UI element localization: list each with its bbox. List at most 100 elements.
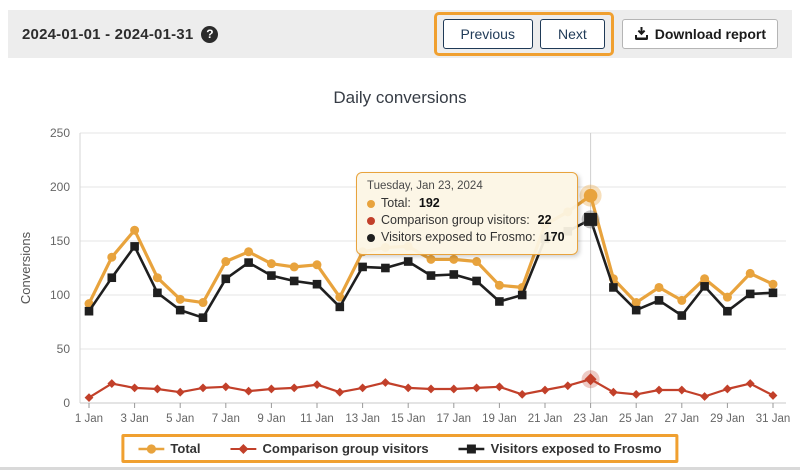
data-point [472,276,481,286]
date-range-label: 2024-01-01 - 2024-01-31 [22,25,194,43]
data-point [768,391,778,400]
data-point [267,271,276,280]
data-point [583,188,598,203]
tooltip-row-comparison: Comparison group visitors: 22 [367,212,567,229]
data-point [584,212,598,226]
data-point [267,384,276,394]
download-report-label: Download report [654,26,766,42]
panel-bottom-edge [0,467,800,470]
data-point [654,385,664,395]
y-tick-label: 200 [50,180,70,194]
data-point [221,274,231,284]
y-tick-label: 0 [63,396,70,410]
data-point [472,383,481,393]
data-point [768,288,778,298]
data-point [403,383,413,393]
legend-total-label: Total [170,441,201,456]
data-point [381,263,390,273]
data-point [654,296,664,305]
series-diamond [84,370,778,402]
tooltip-total-value: 192 [418,196,440,210]
legend-item-comparison[interactable]: Comparison group visitors [230,441,429,456]
x-tick-label: 23 Jan [573,413,608,425]
data-point [631,389,641,399]
data-point [358,383,367,393]
legend-comparison-label: Comparison group visitors [262,441,429,456]
data-point [449,270,459,279]
data-point [700,392,709,401]
data-point [631,298,641,308]
x-tick-label: 31 Jan [756,413,791,425]
data-point [84,306,94,316]
x-tick-label: 15 Jan [391,413,426,425]
frosmo-bullet-icon [367,233,375,242]
data-point [175,387,185,397]
comparison-marker-icon [230,443,257,454]
x-tick-label: 9 Jan [257,413,285,425]
data-point [244,247,254,257]
data-point [472,257,482,267]
data-point [244,258,253,267]
data-point [266,259,276,269]
data-point [152,273,162,283]
data-point [745,289,755,299]
x-tick-label: 29 Jan [710,413,745,425]
series-square [84,210,778,322]
data-point [677,385,687,395]
data-point [609,387,618,397]
data-point [494,280,504,290]
data-point [198,383,208,393]
x-tick-label: 13 Jan [345,413,380,425]
data-point [198,298,208,308]
legend-frosmo-label: Visitors exposed to Frosmo [490,441,662,456]
x-tick-label: 21 Jan [528,413,563,425]
tooltip-total-label: Total: [381,196,411,210]
toolbar-actions: Previous Next Download report [433,12,778,56]
data-point [654,282,664,292]
next-button[interactable]: Next [539,19,605,49]
data-point [677,311,687,320]
tooltip-row-total: Total: 192 [367,195,567,212]
x-tick-label: 17 Jan [437,413,472,425]
data-point [426,271,436,280]
data-point [381,378,390,387]
data-point [449,254,459,264]
previous-button[interactable]: Previous [442,19,533,49]
series-circle [84,184,778,309]
data-point [130,383,139,393]
data-point [723,384,732,394]
data-point [244,386,253,396]
comparison-bullet-icon [367,216,375,225]
data-point [745,268,755,278]
data-point [563,381,573,391]
legend-item-frosmo[interactable]: Visitors exposed to Frosmo [458,441,662,456]
data-point [312,260,322,270]
data-point [335,302,345,312]
frosmo-marker-icon [458,444,485,453]
download-report-button[interactable]: Download report [621,19,778,49]
y-axis-title: Conversions [18,231,33,304]
tooltip-comparison-value: 22 [537,213,552,227]
data-point [723,306,732,316]
data-point [175,294,185,304]
legend-item-total[interactable]: Total [138,441,200,456]
data-point [768,279,778,289]
data-point [495,297,504,306]
data-point [130,242,139,251]
data-point [289,262,299,272]
download-icon [634,27,648,40]
data-point [335,387,345,397]
x-tick-label: 19 Jan [482,413,517,425]
help-icon[interactable]: ? [201,25,219,43]
data-point [107,273,117,283]
data-point [221,257,231,267]
tooltip-frosmo-value: 170 [543,230,565,244]
data-point [631,305,641,315]
data-point [677,295,687,305]
data-point [358,262,367,272]
data-point [700,274,710,284]
data-point [312,279,322,289]
tooltip-date: Tuesday, Jan 23, 2024 [367,180,483,192]
total-bullet-icon [367,199,375,208]
